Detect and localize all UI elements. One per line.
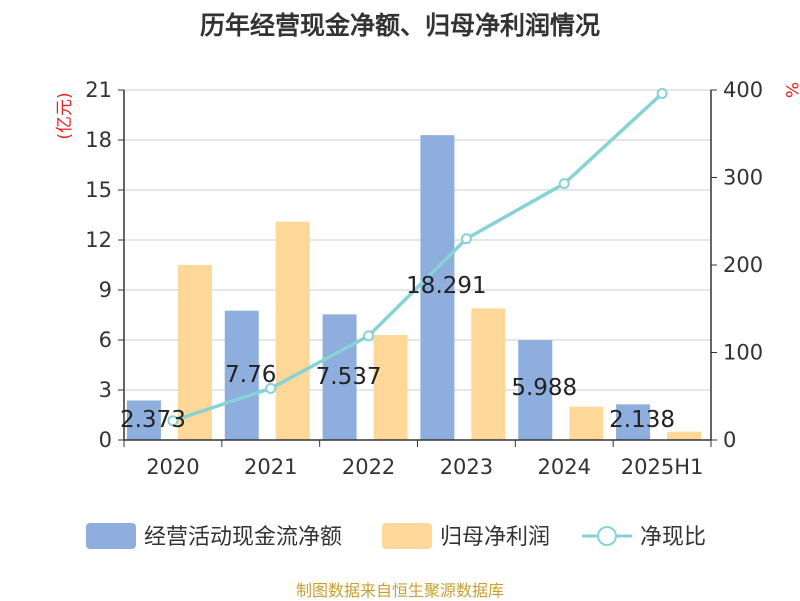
- ratio-point: [460, 233, 472, 245]
- bar-net-profit: [569, 406, 604, 440]
- y-right-tick-label: 0: [723, 428, 736, 452]
- bar-cash-flow: [616, 404, 651, 440]
- grid-lines: [124, 89, 711, 391]
- x-tick-label: 2025H1: [621, 455, 704, 479]
- ratio-point: [656, 88, 668, 99]
- legend-swatch: [382, 523, 432, 549]
- bars: [126, 135, 702, 440]
- legend-label: 归母净利润: [440, 525, 550, 550]
- ratio-point: [265, 382, 277, 394]
- x-tick-label: 2024: [538, 455, 591, 479]
- y-right-tick-label: 300: [723, 166, 763, 190]
- y-left-tick-label: 0: [99, 428, 112, 452]
- data-label-cash-flow: 5.988: [511, 375, 577, 401]
- bar-cash-flow: [518, 340, 553, 440]
- bar-cash-flow: [126, 400, 161, 440]
- ratio-point: [167, 415, 179, 427]
- bar-net-profit: [667, 431, 702, 440]
- ratio-point: [363, 330, 375, 342]
- data-label-cash-flow: 7.76: [225, 362, 276, 388]
- legend: 经营活动现金流净额 归母净利润 净现比: [86, 523, 706, 550]
- x-tick-label: 2023: [440, 455, 493, 479]
- bar-net-profit: [275, 221, 310, 440]
- x-tick-label: 2022: [342, 455, 395, 479]
- bar-cash-flow: [420, 135, 455, 440]
- bar-cash-flow: [224, 310, 259, 440]
- legend-label: 净现比: [640, 525, 706, 550]
- y-left-tick-label: 18: [85, 128, 112, 152]
- y-left-unit: (亿元): [55, 92, 75, 139]
- y-right-unit: %: [781, 82, 800, 98]
- data-labels: 2.373 7.76 7.537 18.291 5.988 2.138: [120, 273, 675, 433]
- y-left-tick-label: 21: [85, 78, 112, 102]
- legend-label: 经营活动现金流净额: [144, 525, 342, 550]
- bar-net-profit: [373, 335, 408, 440]
- y-right-tick-label: 200: [723, 253, 763, 277]
- bar-cash-flow: [322, 314, 357, 440]
- y-left-tick-label: 12: [85, 228, 112, 252]
- x-tick-label: 2020: [146, 455, 199, 479]
- x-tick-label: 2021: [244, 455, 297, 479]
- chart-title: 历年经营现金净额、归母净利润情况: [199, 11, 600, 40]
- ratio-point: [558, 178, 570, 190]
- y-right-tick-label: 400: [723, 78, 763, 102]
- bar-net-profit: [471, 308, 506, 440]
- legend-swatch: [86, 523, 136, 549]
- legend-marker: [597, 526, 617, 546]
- y-left-tick-label: 3: [99, 378, 112, 402]
- y-left-tick-label: 9: [99, 278, 112, 302]
- axes: 0 3 6 9 12 15 18 21 0 100 200 300 400 (亿元)% 2020 2021 20…: [55, 78, 800, 479]
- data-label-cash-flow: 2.373: [120, 407, 186, 433]
- source-note: 制图数据来自恒生聚源数据库: [295, 581, 504, 600]
- data-label-cash-flow: 2.138: [609, 407, 675, 433]
- ratio-line: [167, 88, 668, 427]
- data-label-cash-flow: 7.537: [316, 364, 382, 390]
- y-right-tick-label: 100: [723, 341, 763, 365]
- y-left-tick-label: 6: [99, 328, 112, 352]
- ratio-line-path: [172, 92, 664, 423]
- data-label-cash-flow: 18.291: [406, 273, 486, 299]
- y-left-tick-label: 15: [85, 178, 112, 202]
